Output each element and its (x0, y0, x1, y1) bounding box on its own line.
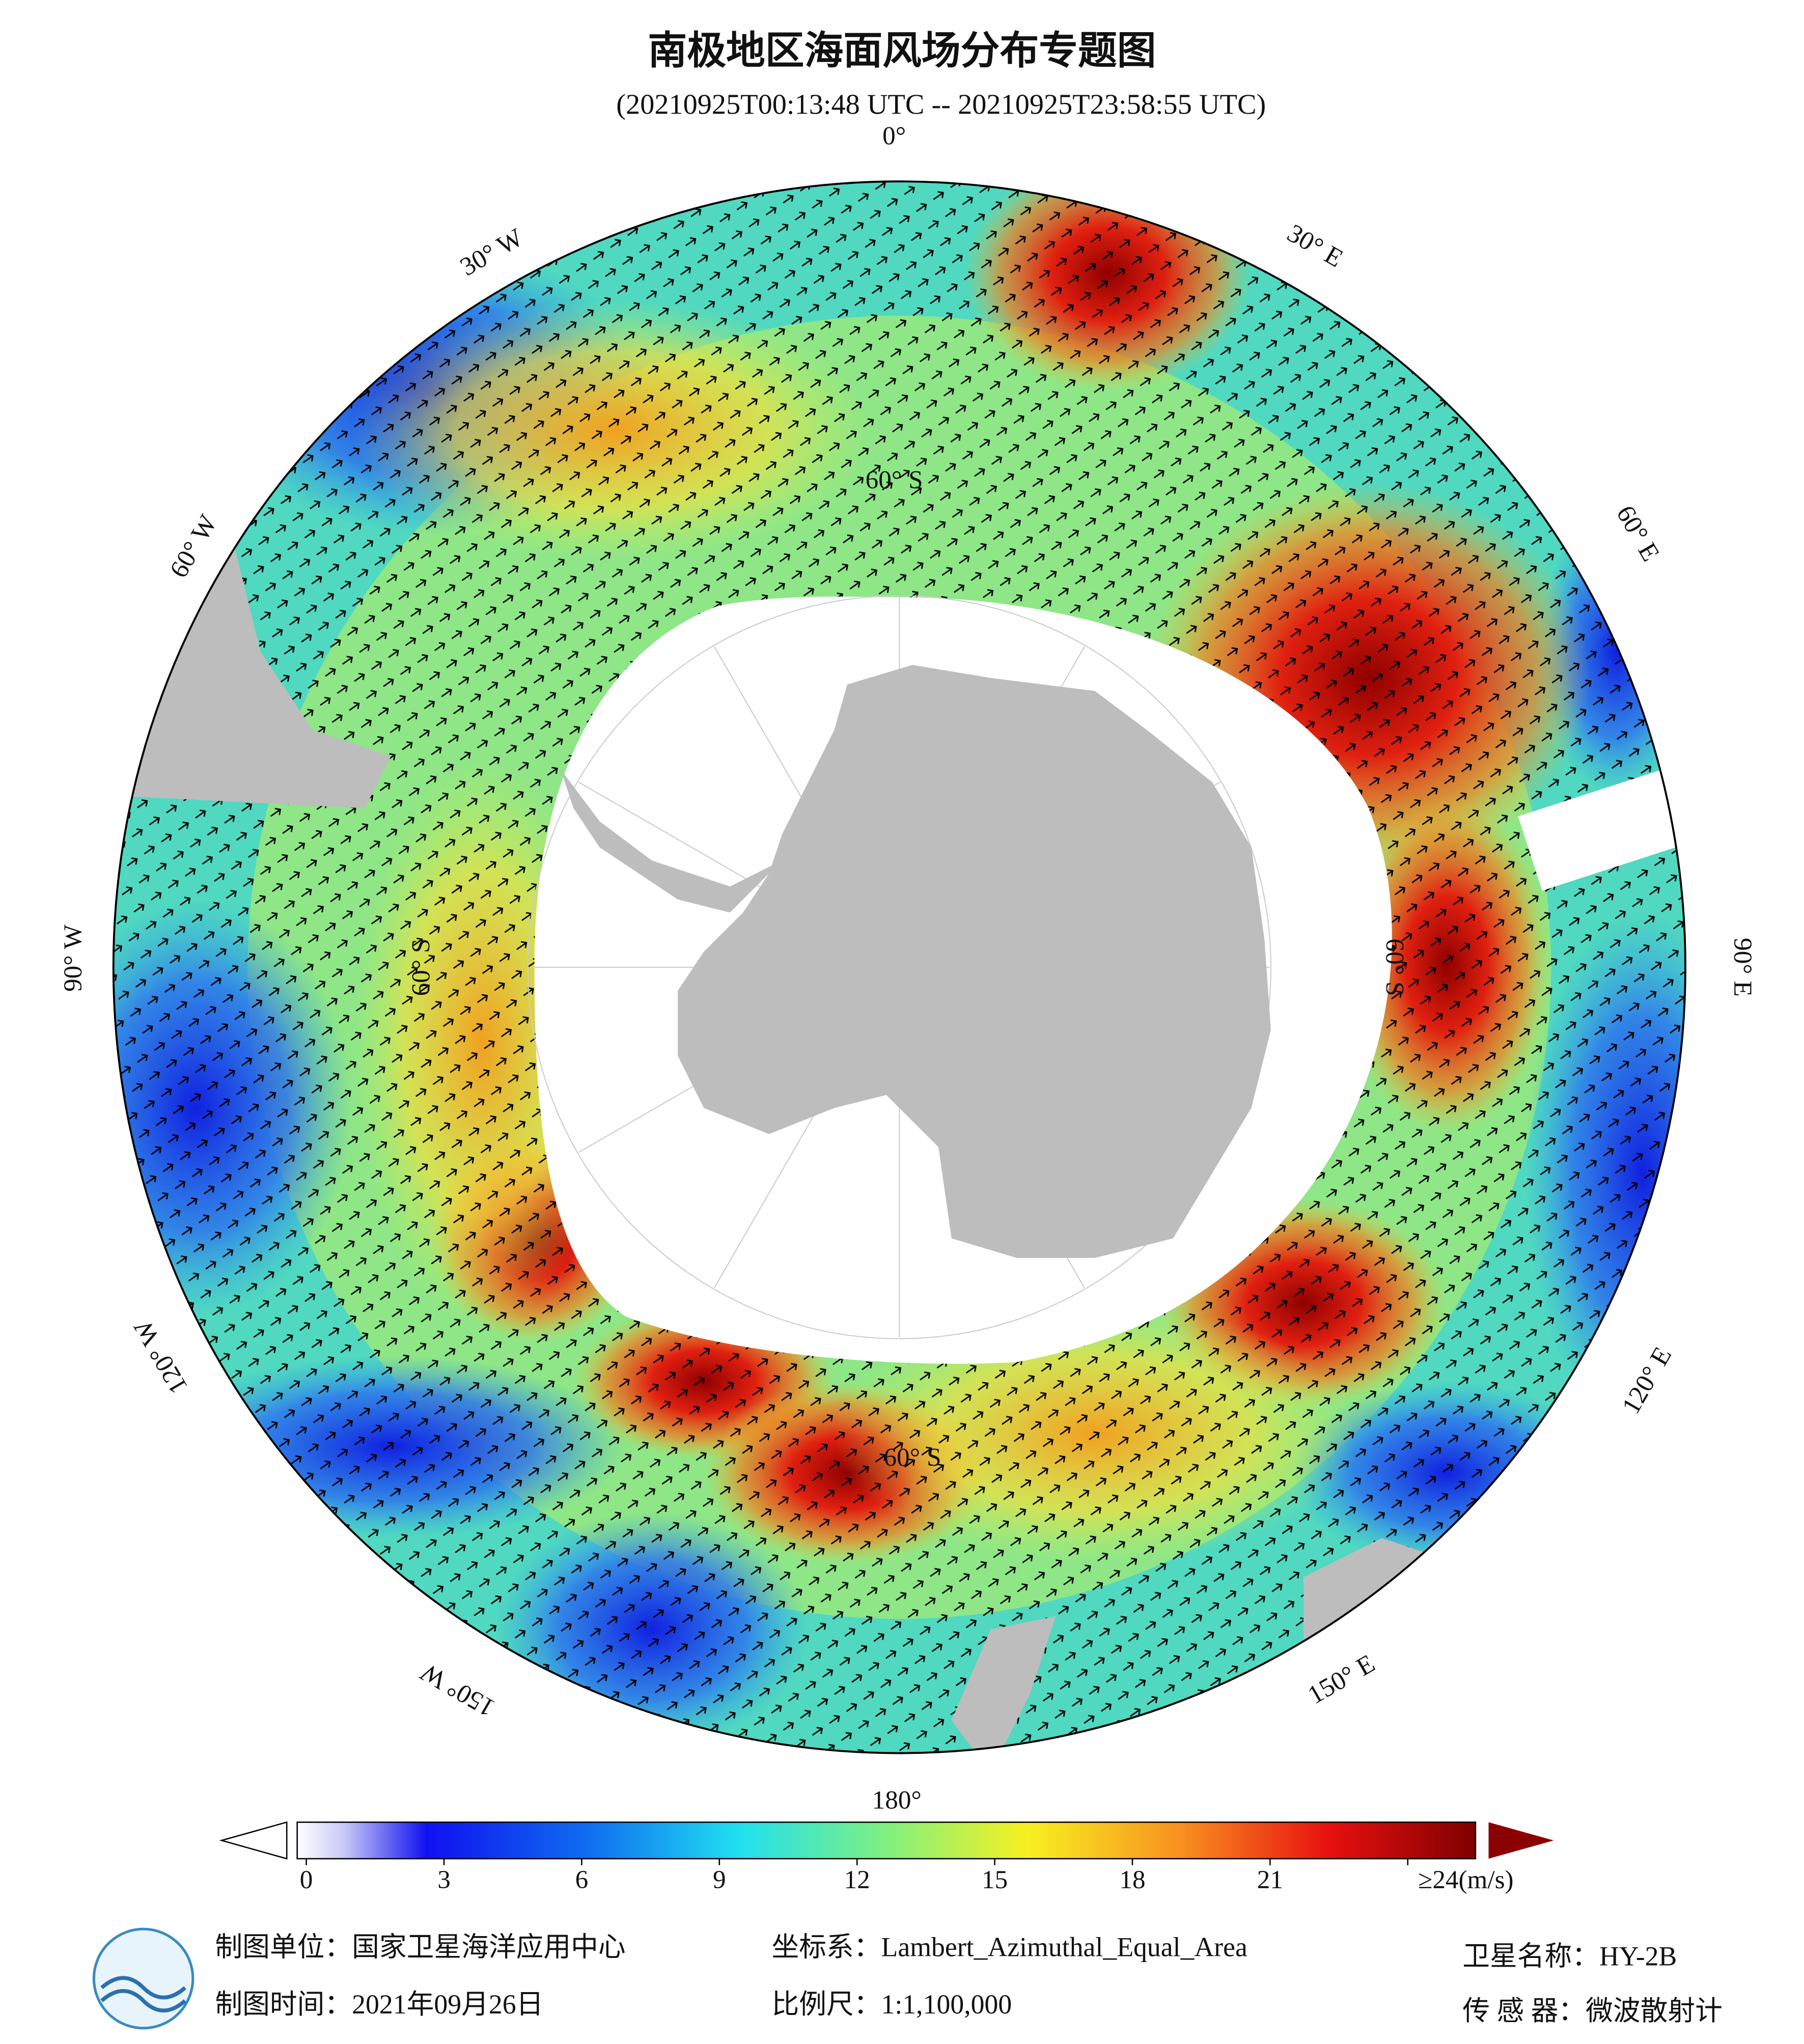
satellite: 卫星名称：HY-2B (1462, 1941, 1677, 1971)
lat-label: 60° S (407, 939, 436, 996)
logo-waves (100, 1976, 187, 2012)
lon-label: 150° E (1303, 1649, 1380, 1710)
colorbar-min-arrow (219, 1821, 288, 1860)
lon-label: 30° E (1282, 218, 1348, 273)
logo (92, 1927, 195, 2030)
colorbar-max-arrow (1488, 1822, 1554, 1859)
lon-label: 0° (882, 122, 906, 151)
map-border (112, 180, 1686, 1754)
colorbar: 0 3 6 9 12 15 18 21 ≥24(m/s) (219, 1821, 1554, 1894)
colorbar-tick-label: 6 (575, 1865, 589, 1894)
lon-label: 120° E (1616, 1342, 1677, 1419)
colorbar-tick-label: 21 (1257, 1865, 1283, 1894)
lon-label: 90° E (1728, 938, 1757, 997)
subtitle: (20210925T00:13:48 UTC -- 20210925T23:58… (616, 89, 1266, 120)
colorbar-tick-label: 3 (437, 1865, 451, 1894)
scale: 比例尺：1:1,100,000 (772, 1989, 1012, 2020)
lon-label: 150° W (415, 1657, 499, 1722)
colorbar-tick-label: 9 (713, 1865, 726, 1894)
colorbar-tick-label: 15 (982, 1865, 1008, 1894)
lat-label: 60° S (1380, 939, 1409, 996)
colorbar-tick-label: 12 (844, 1865, 870, 1894)
sensor: 传 感 器：微波散射计 (1462, 1996, 1723, 2026)
colorbar-tick-label: 0 (300, 1865, 313, 1894)
colorbar-bar (296, 1822, 1477, 1860)
producer: 制图单位：国家卫星海洋应用中心 (215, 1932, 625, 1963)
date: 制图时间：2021年09月26日 (215, 1989, 543, 2020)
antarctica (560, 665, 1271, 1258)
footer: 制图单位：国家卫星海洋应用中心 制图时间：2021年09月26日 坐标系：Lam… (92, 1927, 1723, 2030)
lon-label: 30° W (455, 223, 528, 282)
lat-label: 60° S (884, 1443, 941, 1472)
lat-label: 60° S (866, 465, 923, 494)
lon-label: 60° W (164, 510, 223, 582)
lon-label: 60° E (1611, 500, 1665, 566)
colorbar-tick-label: ≥24(m/s) (1418, 1865, 1513, 1894)
title: 南极地区海面风场分布专题图 (648, 30, 1156, 73)
crs: 坐标系：Lambert_Azimuthal_Equal_Area (772, 1932, 1248, 1963)
colorbar-tick-label: 18 (1119, 1865, 1145, 1894)
lon-label: 90° W (59, 924, 88, 992)
lat-labels: 60° S 60° S 60° S 60° S (407, 465, 1409, 1472)
lon-label: 180° (872, 1786, 922, 1815)
lon-label: 120° W (128, 1314, 193, 1398)
